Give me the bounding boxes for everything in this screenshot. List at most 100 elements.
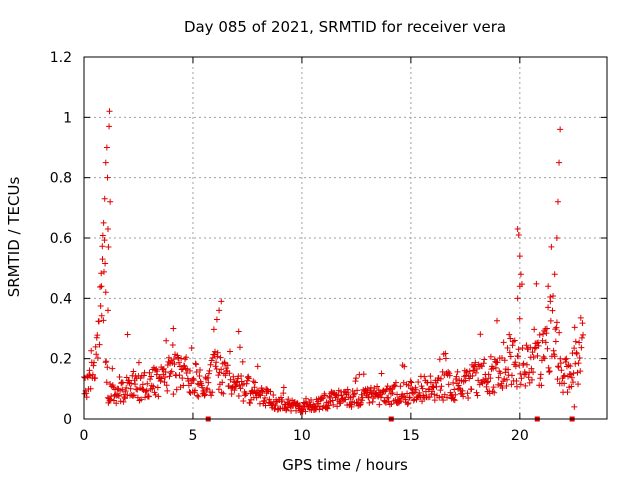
data-point — [217, 354, 224, 361]
data-point — [454, 368, 461, 375]
data-point — [525, 374, 532, 381]
data-point — [408, 379, 415, 386]
data-point — [359, 394, 366, 401]
data-point — [580, 331, 587, 338]
data-point — [473, 389, 480, 396]
data-point — [257, 392, 264, 399]
data-point — [506, 349, 513, 356]
data-point — [261, 394, 268, 401]
data-point — [102, 260, 109, 267]
data-point — [142, 394, 149, 401]
data-point — [405, 400, 412, 407]
data-point — [516, 253, 523, 260]
data-point — [190, 375, 197, 382]
data-point — [352, 378, 359, 385]
data-point — [404, 390, 411, 397]
data-point — [119, 386, 126, 393]
data-point — [208, 357, 215, 364]
data-point — [494, 359, 501, 366]
data-point — [546, 368, 553, 375]
data-point — [163, 382, 170, 389]
data-point — [516, 315, 523, 322]
data-point — [506, 331, 513, 338]
data-point — [511, 337, 518, 344]
data-point — [491, 389, 498, 396]
data-point — [355, 396, 362, 403]
data-point — [98, 283, 105, 290]
data-point — [538, 382, 545, 389]
data-point — [98, 312, 105, 319]
data-point — [561, 372, 568, 379]
data-point — [179, 375, 186, 382]
data-point — [258, 385, 265, 392]
data-point — [102, 289, 109, 296]
data-point — [359, 397, 366, 404]
data-point — [109, 365, 116, 372]
data-point — [439, 368, 446, 375]
data-point — [192, 360, 199, 367]
data-point — [238, 372, 245, 379]
data-point — [104, 225, 111, 232]
data-point — [472, 369, 479, 376]
data-point — [232, 383, 239, 390]
x-tick-label: 20 — [511, 428, 529, 444]
data-point — [450, 396, 457, 403]
data-point — [173, 386, 180, 393]
data-point — [326, 394, 333, 401]
data-point — [259, 388, 266, 395]
data-point — [477, 331, 484, 338]
data-point — [568, 374, 575, 381]
data-point — [546, 368, 553, 375]
data-point — [342, 396, 349, 403]
data-point — [350, 391, 357, 398]
data-point — [246, 400, 253, 407]
data-point — [554, 376, 561, 383]
data-point — [192, 387, 199, 394]
data-point — [93, 334, 100, 341]
data-point — [543, 325, 550, 332]
data-point — [251, 384, 258, 391]
data-point — [576, 339, 583, 346]
data-point — [138, 396, 145, 403]
data-point — [431, 391, 438, 398]
y-tick-label: 0.2 — [50, 352, 72, 368]
data-point — [105, 244, 112, 251]
data-point — [193, 368, 200, 375]
data-point — [230, 373, 237, 380]
data-point — [144, 380, 151, 387]
x-tick-label: 5 — [188, 428, 197, 444]
data-point — [508, 372, 515, 379]
data-point — [503, 382, 510, 389]
data-point — [537, 371, 544, 378]
data-point — [170, 356, 177, 363]
data-point — [334, 403, 341, 410]
data-point — [530, 369, 537, 376]
data-point — [213, 359, 220, 366]
data-point — [193, 361, 200, 368]
data-point — [194, 392, 201, 399]
data-point — [412, 386, 419, 393]
data-point — [485, 371, 492, 378]
data-point — [233, 383, 240, 390]
data-point — [575, 360, 582, 367]
y-tick-label: 0.6 — [50, 231, 72, 247]
data-point — [436, 394, 443, 401]
data-point — [544, 345, 551, 352]
data-point — [190, 377, 197, 384]
data-point — [116, 374, 123, 381]
data-point — [315, 400, 322, 407]
data-point — [552, 338, 559, 345]
data-point — [102, 159, 109, 166]
data-point — [296, 402, 303, 409]
data-point — [469, 372, 476, 379]
data-point — [104, 307, 111, 314]
data-point — [541, 355, 548, 362]
data-point — [348, 403, 355, 410]
data-point — [480, 360, 487, 367]
data-point — [578, 344, 585, 351]
data-point — [251, 379, 258, 386]
data-point — [113, 400, 120, 407]
data-point — [139, 381, 146, 388]
data-point — [451, 386, 458, 393]
data-point — [571, 403, 578, 410]
